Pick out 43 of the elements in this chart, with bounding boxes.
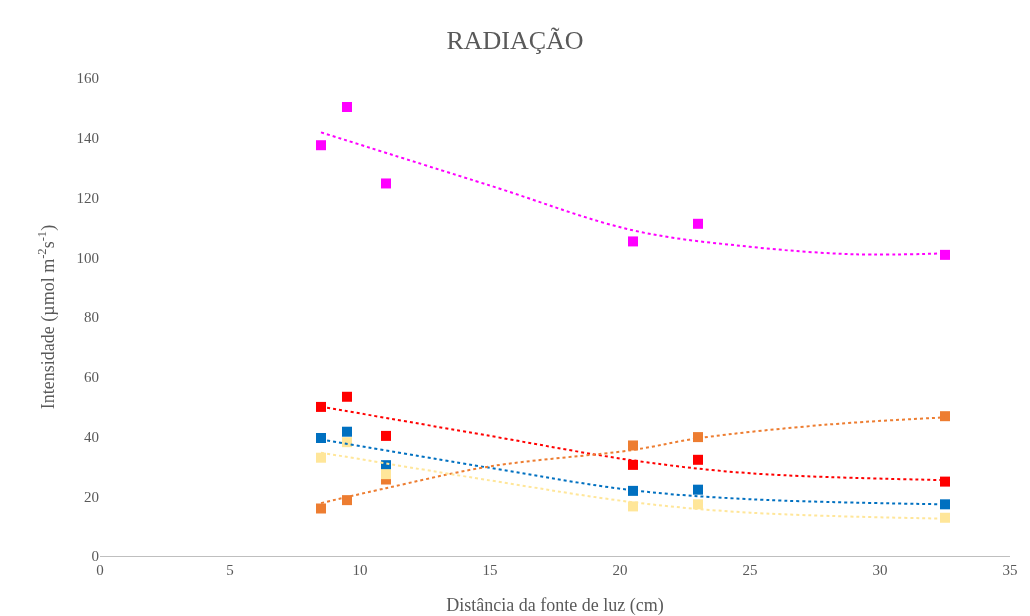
point	[342, 391, 352, 402]
point	[316, 503, 326, 514]
point	[316, 140, 326, 151]
point	[342, 101, 352, 112]
y-tick-label: 160	[76, 70, 99, 87]
point	[693, 218, 703, 229]
point	[628, 236, 638, 247]
x-tick-label: 25	[742, 562, 758, 578]
point	[316, 401, 326, 412]
point	[342, 437, 352, 448]
point	[316, 432, 326, 443]
y-tick-label: 140	[76, 130, 99, 146]
point	[628, 440, 638, 451]
point	[342, 426, 352, 437]
x-tick-label: 15	[482, 562, 498, 578]
point	[342, 495, 352, 506]
point	[940, 512, 950, 523]
x-tick-label: 10	[352, 562, 368, 578]
point	[940, 249, 950, 260]
point	[316, 452, 326, 463]
x-axis-title: Distância da fonte de luz (cm)	[446, 595, 664, 616]
y-tick-label: 0	[91, 548, 99, 565]
x-tick-label: 35	[1002, 562, 1018, 578]
x-tick-label: 30	[872, 562, 888, 578]
point	[381, 469, 391, 480]
point	[381, 178, 391, 189]
y-tick-label: 80	[84, 309, 99, 326]
x-tick-label: 5	[226, 562, 234, 578]
point	[693, 454, 703, 465]
point	[940, 499, 950, 510]
point	[693, 484, 703, 495]
point	[940, 411, 950, 422]
chart-title: RADIAÇÃO	[446, 26, 584, 55]
point	[693, 499, 703, 510]
x-tick-label: 20	[612, 562, 628, 578]
y-tick-label: 120	[76, 189, 99, 206]
y-tick-label: 40	[84, 428, 99, 445]
y-tick-label: 20	[84, 488, 99, 505]
y-tick-label: 100	[76, 249, 99, 266]
y-tick-label: 60	[84, 369, 99, 385]
point	[940, 476, 950, 487]
point	[628, 459, 638, 470]
point	[381, 430, 391, 441]
